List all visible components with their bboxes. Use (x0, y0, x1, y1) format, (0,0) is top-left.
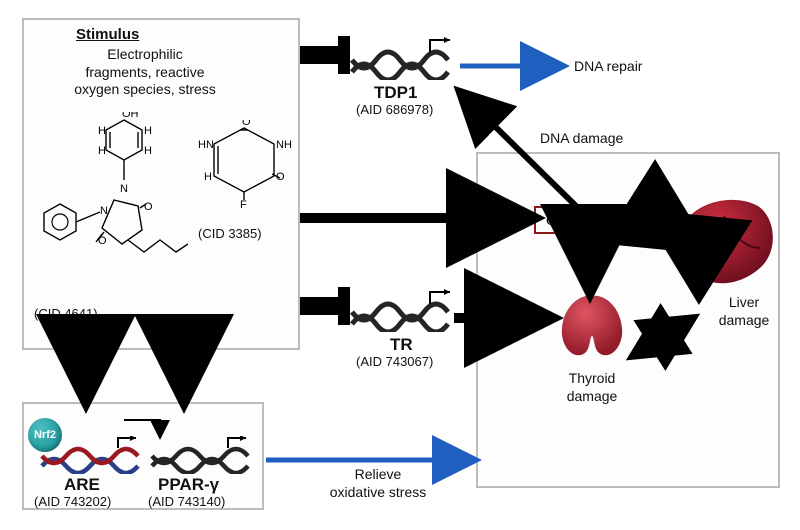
ppar-aid: (AID 743140) (148, 494, 225, 510)
tr-label: TR (390, 334, 413, 355)
svg-text:H: H (144, 125, 152, 137)
cid-3385-label: (CID 3385) (198, 226, 262, 242)
stimulus-title: Stimulus (76, 26, 139, 45)
are-label: ARE (64, 474, 100, 495)
svg-text:N: N (120, 183, 128, 195)
svg-text:H: H (98, 125, 106, 137)
molecule-cid4641: OH H H H H N N O O (28, 112, 188, 302)
svg-text:H: H (204, 171, 212, 183)
are-aid: (AID 743202) (34, 494, 111, 510)
svg-text:O: O (242, 120, 251, 128)
svg-text:OH: OH (122, 112, 139, 120)
liver-damage-label: Liver damage (714, 294, 774, 329)
svg-text:F: F (240, 199, 247, 211)
svg-text:HN: HN (198, 139, 214, 151)
oxidative-stress-box: Oxidative stress (534, 206, 658, 234)
liver-icon (680, 192, 780, 292)
ppar-label: PPAR-γ (158, 474, 219, 495)
svg-text:H: H (98, 145, 106, 157)
dna-damage-label: DNA damage (540, 130, 623, 148)
ppar-dna-icon (150, 436, 250, 474)
svg-text:NH: NH (276, 139, 292, 151)
are-dna-icon (40, 436, 140, 474)
tdp1-label: TDP1 (374, 82, 417, 103)
relieve-label: Relieve oxidative stress (318, 466, 438, 501)
thyroid-icon (552, 290, 632, 370)
tr-aid: (AID 743067) (356, 354, 433, 370)
tdp1-dna-icon (350, 36, 454, 80)
svg-text:H: H (144, 145, 152, 157)
tdp1-aid: (AID 686978) (356, 102, 433, 118)
cid-4641-label: (CID 4641) (34, 306, 98, 322)
dna-repair-label: DNA repair (574, 58, 642, 76)
thyroid-damage-label: Thyroid damage (556, 370, 628, 405)
tr-dna-icon (350, 288, 454, 332)
stimulus-body: Electrophilic fragments, reactive oxygen… (50, 46, 240, 99)
svg-text:O: O (144, 201, 153, 213)
molecule-cid3385: O NH HN O H F (196, 120, 298, 230)
